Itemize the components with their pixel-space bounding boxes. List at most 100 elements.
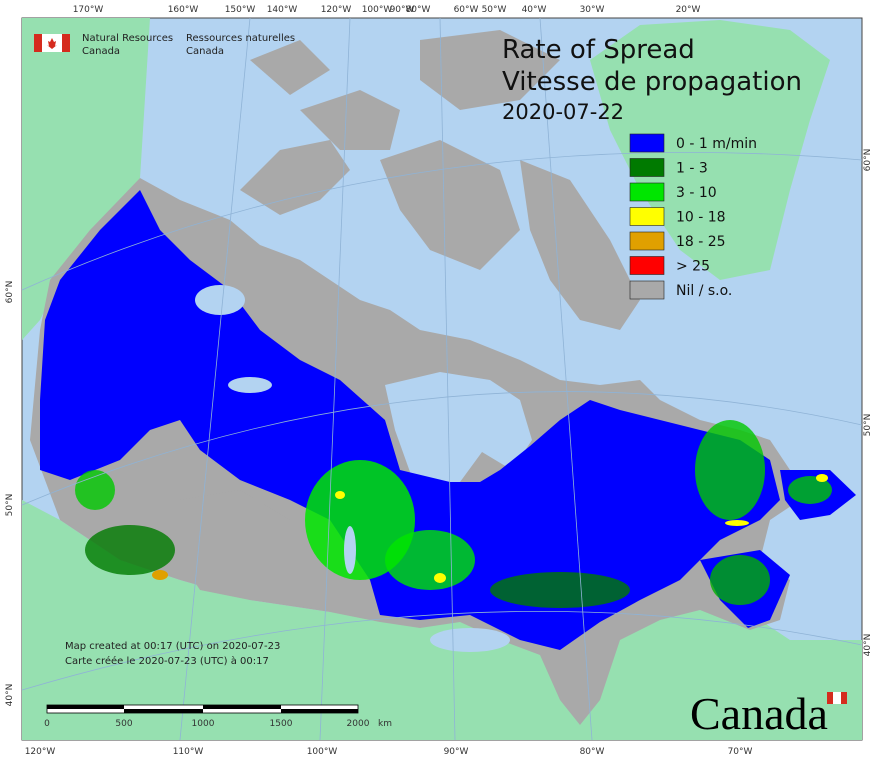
longitude-label: 20°W (676, 5, 701, 15)
spread-patch (725, 520, 749, 526)
scale-bar-segment (47, 705, 124, 709)
latitude-label: 50°N (5, 494, 15, 517)
scale-unit: km (378, 719, 392, 729)
island (250, 40, 330, 95)
department-en: Canada (82, 46, 120, 57)
longitude-label: 160°W (168, 5, 199, 15)
created-fr: Carte créée le 2020-07-23 (UTC) à 00:17 (65, 655, 269, 667)
latitude-label: 60°N (863, 149, 873, 172)
wordmark-flag (833, 692, 841, 704)
wordmark-flag (841, 692, 847, 704)
maple-leaf (47, 38, 57, 49)
alaska (22, 18, 150, 340)
scale-bar-segment (203, 705, 281, 709)
legend-swatch (629, 280, 665, 300)
legend-label: 0 - 1 m/min (676, 136, 757, 152)
legend-swatch (629, 207, 665, 226)
legend-swatch (629, 158, 665, 177)
island (380, 140, 520, 270)
legend-swatch (629, 256, 665, 275)
created-en: Map created at 00:17 (UTC) on 2020-07-23 (65, 641, 280, 652)
legend-label: > 25 (676, 259, 710, 275)
longitude-label: 90°W (444, 747, 469, 757)
spread-patch (335, 491, 345, 499)
lake (430, 628, 510, 652)
scale-bar: 0 500 1000 1500 2000 km (44, 704, 392, 729)
longitude-label: 150°W (225, 5, 256, 15)
title: Rate of Spread (502, 35, 695, 65)
lake (228, 377, 272, 393)
flag-bar (62, 34, 70, 52)
graticule-line (21, 391, 863, 506)
scale-label: 2000 (347, 719, 370, 729)
longitude-label: 80°W (580, 747, 605, 757)
legend-label: 10 - 18 (676, 210, 726, 226)
department-fr: Canada (186, 46, 224, 57)
basemap (21, 17, 863, 741)
island (420, 30, 560, 110)
longitude-label: 100°W (362, 5, 393, 15)
scale-label: 500 (115, 719, 132, 729)
longitude-label: 90°W (390, 5, 415, 15)
spread-patch (85, 525, 175, 575)
spread-patch (434, 573, 446, 583)
flag-bar (34, 34, 42, 52)
scale-bar-segment (124, 709, 203, 713)
spread-patch (788, 476, 832, 504)
longitude-label: 50°W (482, 5, 507, 15)
longitude-label: 140°W (267, 5, 298, 15)
spread-patch (305, 460, 415, 580)
legend-label: 3 - 10 (676, 185, 717, 201)
wordmark: Canada (690, 688, 828, 739)
spread-patch (490, 572, 630, 608)
department-fr: Ressources naturelles (186, 33, 295, 44)
spread-patch (385, 530, 475, 590)
longitude-label: 80°W (406, 5, 431, 15)
lake (344, 526, 356, 574)
legend-label: 18 - 25 (676, 234, 726, 250)
latitude-label: 60°N (5, 281, 15, 304)
scale-label: 1500 (270, 719, 293, 729)
spread-patch (75, 470, 115, 510)
spread-patch (152, 570, 168, 580)
latitude-label: 40°N (5, 684, 15, 707)
wordmark-flag (827, 692, 833, 704)
longitude-label: 170°W (73, 5, 104, 15)
legend-swatch (629, 182, 665, 202)
legend: 0 - 1 m/min 1 - 3 3 - 10 10 - 18 18 - 25 > 25… (629, 133, 757, 300)
legend-label: Nil / s.o. (676, 283, 732, 299)
longitude-label: 120°W (321, 5, 352, 15)
longitude-label: 60°W (454, 5, 479, 15)
graticule-labels: 170°W 160°W 150°W 140°W 120°W 100°W90°W80°W 60… (5, 5, 873, 757)
header: Natural Resources Canada Ressources natu… (34, 33, 295, 57)
lake (195, 285, 245, 315)
usa (22, 500, 862, 740)
spread-patch (710, 555, 770, 605)
island (300, 90, 400, 150)
scale-label: 0 (44, 719, 50, 729)
latitude-label: 40°N (863, 634, 873, 657)
longitude-label: 110°W (173, 747, 204, 757)
baffin-island (520, 160, 640, 330)
graticule-line (319, 17, 351, 741)
legend-label: 1 - 3 (676, 161, 708, 177)
department-en: Natural Resources (82, 33, 173, 44)
legend-swatch (629, 231, 665, 251)
longitude-label: 40°W (522, 5, 547, 15)
title: Vitesse de propagation (502, 67, 802, 97)
scale-label: 1000 (192, 719, 215, 729)
graticule-line (439, 17, 456, 741)
date: 2020-07-22 (502, 100, 624, 124)
longitude-label: 100°W (307, 747, 338, 757)
spread-patch (816, 474, 828, 482)
latitude-label: 50°N (863, 414, 873, 437)
island (240, 140, 350, 215)
graticule-line (21, 152, 863, 291)
graticule-line (21, 611, 863, 691)
longitude-label: 30°W (580, 5, 605, 15)
spread-patch (695, 420, 765, 520)
nil-area (180, 490, 330, 610)
graticule-line (179, 17, 251, 741)
legend-swatch (629, 133, 665, 153)
